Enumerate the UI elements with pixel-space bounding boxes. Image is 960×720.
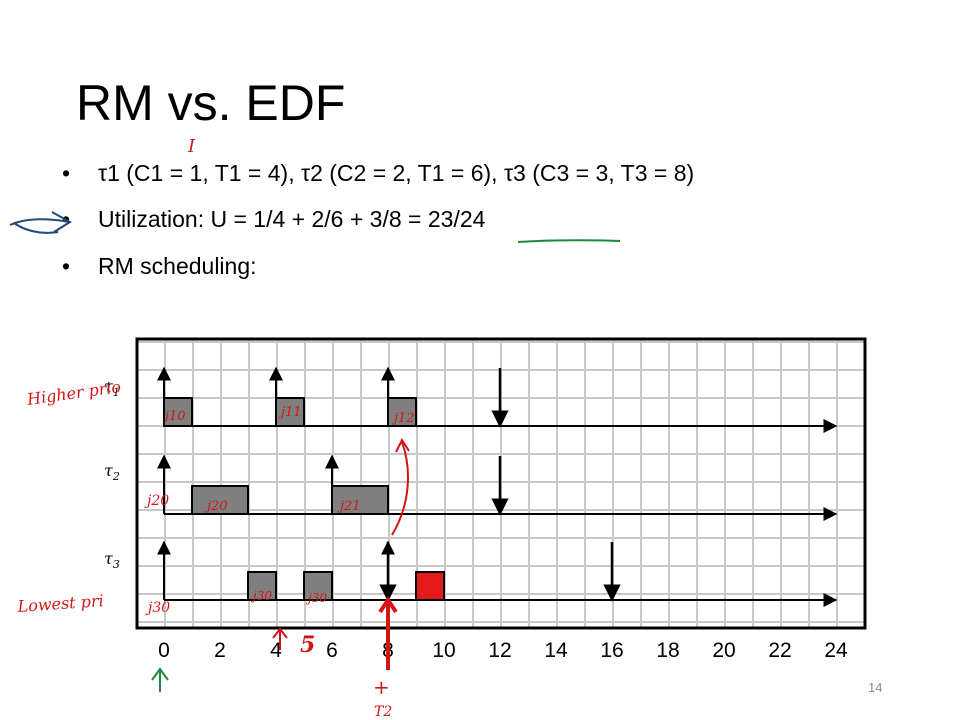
bullet-text: RM scheduling: — [98, 253, 257, 279]
x-tick-label: 10 — [432, 639, 455, 662]
schedule-frame — [135, 337, 867, 630]
x-tick-label: 0 — [158, 639, 170, 662]
annotation-j12: j12 — [391, 411, 415, 426]
x-tick-label: 14 — [544, 639, 568, 662]
annotation-j11: j11 — [278, 405, 302, 420]
bullet-task-params: • τ1 (C1 = 1, T1 = 4), τ2 (C2 = 2, T1 = 6… — [62, 160, 694, 187]
red-up-arrow-t4 — [272, 627, 288, 650]
handwritten-annotations: I Higher prio Lowest pri j10 j11 j12 j20… — [9, 136, 621, 720]
annotation-t2-mark: T2 — [374, 704, 392, 720]
x-tick-label: 16 — [600, 639, 623, 662]
task-label-tau1: τ1 — [104, 377, 120, 399]
preemption-curve-arrowhead — [395, 437, 410, 453]
annotation-five: 5 — [300, 632, 315, 658]
task-timelines — [157, 366, 838, 607]
x-tick-label: 18 — [656, 639, 679, 662]
green-underline-utilization — [517, 239, 621, 243]
bullet-text: τ1 (C1 = 1, T1 = 4), τ2 (C2 = 2, T1 = 6)… — [98, 160, 695, 186]
annotation-j30-block: j30 — [250, 589, 272, 603]
blue-pointer-arrow — [9, 211, 72, 234]
bullet-symbol: • — [62, 253, 71, 279]
annotation-j30-left: j30 — [145, 600, 170, 616]
annotation-j21: j21 — [337, 499, 361, 514]
execution-block-highlighted — [415, 571, 445, 601]
green-up-arrow-t0 — [151, 667, 169, 692]
task-label-tau2: τ2 — [104, 461, 120, 483]
x-tick-label: 22 — [768, 639, 791, 662]
bullet-rm-scheduling: • RM scheduling: — [62, 253, 257, 280]
annotation-j20-block: j20 — [204, 499, 228, 514]
x-tick-label: 20 — [712, 639, 735, 662]
red-up-arrow-t8 — [378, 596, 398, 670]
bullet-text: Utilization: U = 1/4 + 2/6 + 3/8 = 23/24 — [98, 206, 486, 232]
annotation-higher-prio: Higher prio — [25, 377, 122, 409]
x-tick-label: 12 — [488, 639, 511, 662]
annotation-lowest-pri: Lowest pri — [16, 591, 104, 616]
execution-block — [303, 571, 333, 601]
x-axis-ticks: 0 2 4 6 8 10 12 14 16 18 20 22 24 — [158, 639, 848, 662]
annotation-t1-mark: + — [373, 675, 390, 699]
annotation-i-mark: I — [187, 136, 196, 157]
x-tick-label: 24 — [824, 639, 848, 662]
execution-block — [331, 485, 389, 515]
slide-number: 14 — [868, 680, 882, 695]
slide-title: RM vs. EDF — [76, 75, 346, 131]
x-tick-label: 2 — [214, 639, 226, 662]
annotation-j20-left: j20 — [144, 493, 169, 509]
bullet-symbol: • — [62, 160, 71, 186]
annotation-j10: j10 — [162, 409, 186, 424]
execution-block — [247, 571, 277, 601]
bullet-utilization: • Utilization: U = 1/4 + 2/6 + 3/8 = 23/2… — [62, 206, 485, 233]
execution-block — [387, 397, 417, 427]
preemption-curve-arrow — [391, 441, 409, 536]
execution-block — [191, 485, 249, 515]
task-label-tau3: τ3 — [104, 549, 120, 571]
execution-block — [275, 397, 305, 427]
x-tick-label: 6 — [326, 639, 338, 662]
annotation-j30-block2: j30 — [305, 591, 327, 605]
